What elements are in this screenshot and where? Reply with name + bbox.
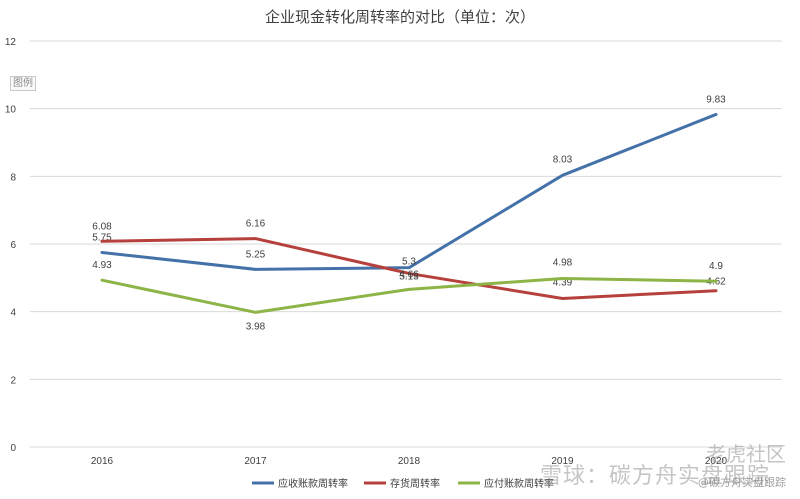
y-tick-label: 2 xyxy=(10,375,16,386)
data-label: 6.08 xyxy=(92,221,112,232)
y-tick-label: 6 xyxy=(10,240,16,251)
data-label: 5.75 xyxy=(92,232,112,243)
data-label: 6.16 xyxy=(246,219,266,230)
y-tick-label: 12 xyxy=(5,37,17,48)
y-tick-label: 8 xyxy=(10,172,16,183)
legend-label: 存货周转率 xyxy=(390,477,440,490)
chart-title: 企业现金转化周转率的对比（单位：次） xyxy=(264,8,535,26)
data-label: 4.9 xyxy=(709,261,723,272)
legend-badge: 图例 xyxy=(10,76,36,91)
data-label: 4.66 xyxy=(399,269,419,280)
y-tick-label: 4 xyxy=(10,308,16,319)
data-label: 5.3 xyxy=(402,257,416,268)
series-line xyxy=(100,112,718,271)
x-tick-label: 2017 xyxy=(244,456,267,467)
data-label: 5.13 xyxy=(399,271,419,282)
data-label: 9.83 xyxy=(706,94,726,105)
x-tick-label: 2016 xyxy=(91,456,114,467)
legend-label: 应收账款周转率 xyxy=(278,477,348,490)
x-tick-label: 2019 xyxy=(551,456,574,467)
legend-label: 应付账款周转率 xyxy=(484,477,554,490)
data-label: 4.98 xyxy=(553,258,573,269)
x-tick-label: 2020 xyxy=(705,456,728,467)
y-tick-label: 10 xyxy=(5,105,17,116)
data-label: 8.03 xyxy=(553,154,573,165)
data-label: 4.39 xyxy=(553,277,573,288)
x-tick-label: 2018 xyxy=(398,456,421,467)
data-label: 3.98 xyxy=(246,321,266,332)
data-label: 5.25 xyxy=(246,249,266,260)
data-label: 4.93 xyxy=(92,260,112,271)
y-tick-label: 0 xyxy=(10,443,16,454)
